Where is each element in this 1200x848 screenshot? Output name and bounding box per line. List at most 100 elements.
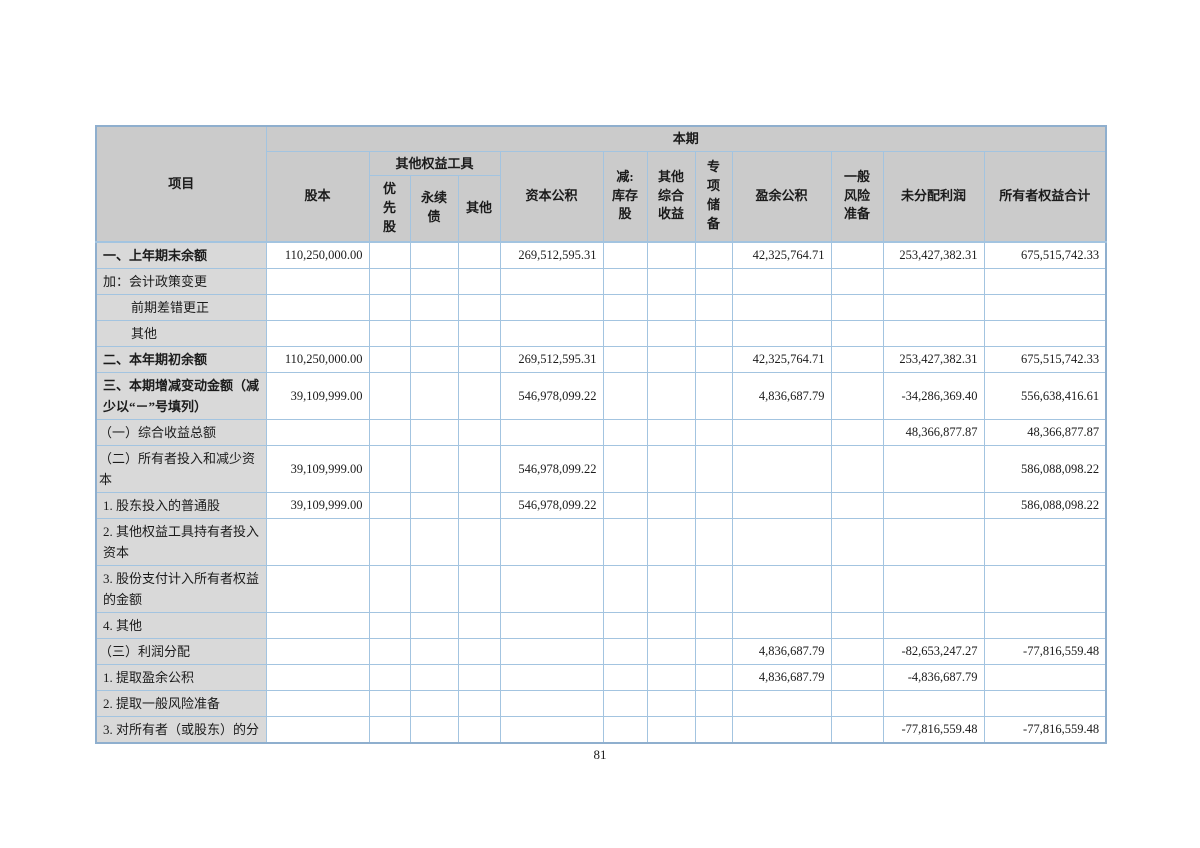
value-cell-other-equity-tool <box>457 241 501 269</box>
value-cell-other-equity-tool <box>457 663 501 691</box>
header-cell-period: 本期 <box>265 125 1107 152</box>
header-cell-perpetual-bond: 永续 债 <box>409 175 459 243</box>
value-cell-general-risk-reserve <box>830 319 884 347</box>
value-cell-other-comprehensive-income <box>646 491 696 519</box>
table-row: （二）所有者投入和减少资本 39,109,999.00 546,978,099.22… <box>95 444 1107 493</box>
value-cell-special-reserve <box>694 663 733 691</box>
row-label: 3. 股份支付计入所有者权益的金额 <box>95 564 267 613</box>
value-cell-other-comprehensive-income <box>646 611 696 639</box>
value-cell-less-treasury-stock <box>602 491 648 519</box>
value-cell-surplus-reserve <box>731 491 832 519</box>
value-cell-other-comprehensive-income <box>646 241 696 269</box>
row-label: 1. 提取盈余公积 <box>95 663 267 691</box>
table-row: 其他 <box>95 319 1107 347</box>
value-cell-share-capital <box>265 689 370 717</box>
value-cell-preferred-stock <box>368 637 411 665</box>
table-row: 1. 提取盈余公积 4,836,687.79 -4,836,687.79 <box>95 663 1107 691</box>
value-cell-share-capital <box>265 611 370 639</box>
value-cell-other-comprehensive-income <box>646 345 696 373</box>
value-cell-general-risk-reserve <box>830 345 884 373</box>
table-row: 2. 其他权益工具持有者投入资本 <box>95 517 1107 566</box>
value-cell-total-owners-equity: 675,515,742.33 <box>983 241 1107 269</box>
value-cell-other-equity-tool <box>457 267 501 295</box>
value-cell-special-reserve <box>694 564 733 613</box>
value-cell-capital-reserve: 269,512,595.31 <box>499 241 604 269</box>
value-cell-general-risk-reserve <box>830 293 884 321</box>
value-cell-capital-reserve <box>499 517 604 566</box>
row-label: 一、上年期末余额 <box>95 241 267 269</box>
value-cell-less-treasury-stock <box>602 241 648 269</box>
value-cell-perpetual-bond <box>409 371 459 420</box>
value-cell-total-owners-equity: 675,515,742.33 <box>983 345 1107 373</box>
value-cell-capital-reserve <box>499 689 604 717</box>
value-cell-less-treasury-stock <box>602 371 648 420</box>
value-cell-preferred-stock <box>368 689 411 717</box>
table-body: 一、上年期末余额 110,250,000.00 269,512,595.31 42,3… <box>95 241 1107 743</box>
value-cell-undistributed-profit <box>882 444 985 493</box>
value-cell-surplus-reserve <box>731 319 832 347</box>
value-cell-total-owners-equity: -77,816,559.48 <box>983 637 1107 665</box>
value-cell-other-equity-tool <box>457 444 501 493</box>
page-number: 81 <box>593 747 607 762</box>
value-cell-less-treasury-stock <box>602 637 648 665</box>
value-cell-special-reserve <box>694 715 733 743</box>
value-cell-capital-reserve <box>499 564 604 613</box>
value-cell-perpetual-bond <box>409 663 459 691</box>
header-row-subcols: 优 先 股 永续 债 其他 <box>96 175 1106 243</box>
value-cell-surplus-reserve: 4,836,687.79 <box>731 663 832 691</box>
table-row: 三、本期增减变动金额（减少以“－”号填列） 39,109,999.00 546,97… <box>95 371 1107 420</box>
table-row: （一）综合收益总额 48,366,877.87 48,366,877.87 <box>95 418 1107 446</box>
value-cell-share-capital <box>265 319 370 347</box>
row-label: 加：会计政策变更 <box>95 267 267 295</box>
value-cell-undistributed-profit: -77,816,559.48 <box>882 715 985 743</box>
value-cell-general-risk-reserve <box>830 637 884 665</box>
value-cell-preferred-stock <box>368 319 411 347</box>
row-label: 前期差错更正 <box>95 293 267 321</box>
value-cell-preferred-stock <box>368 371 411 420</box>
value-cell-surplus-reserve <box>731 689 832 717</box>
value-cell-undistributed-profit: -82,653,247.27 <box>882 637 985 665</box>
value-cell-other-comprehensive-income <box>646 418 696 446</box>
value-cell-other-comprehensive-income <box>646 444 696 493</box>
value-cell-less-treasury-stock <box>602 418 648 446</box>
value-cell-share-capital: 110,250,000.00 <box>265 241 370 269</box>
value-cell-capital-reserve <box>499 319 604 347</box>
value-cell-total-owners-equity: 48,366,877.87 <box>983 418 1107 446</box>
value-cell-special-reserve <box>694 491 733 519</box>
row-label: 2. 其他权益工具持有者投入资本 <box>95 517 267 566</box>
row-label: （二）所有者投入和减少资本 <box>95 444 267 493</box>
value-cell-special-reserve <box>694 689 733 717</box>
value-cell-other-equity-tool <box>457 319 501 347</box>
value-cell-share-capital <box>265 564 370 613</box>
value-cell-surplus-reserve <box>731 418 832 446</box>
value-cell-share-capital: 110,250,000.00 <box>265 345 370 373</box>
value-cell-special-reserve <box>694 418 733 446</box>
value-cell-total-owners-equity <box>983 663 1107 691</box>
value-cell-perpetual-bond <box>409 418 459 446</box>
value-cell-preferred-stock <box>368 345 411 373</box>
value-cell-other-equity-tool <box>457 637 501 665</box>
table-row: 前期差错更正 <box>95 293 1107 321</box>
value-cell-perpetual-bond <box>409 491 459 519</box>
row-label: （三）利润分配 <box>95 637 267 665</box>
value-cell-general-risk-reserve <box>830 491 884 519</box>
value-cell-undistributed-profit <box>882 293 985 321</box>
table-row: 加：会计政策变更 <box>95 267 1107 295</box>
value-cell-undistributed-profit: -34,286,369.40 <box>882 371 985 420</box>
value-cell-surplus-reserve: 4,836,687.79 <box>731 637 832 665</box>
value-cell-other-equity-tool <box>457 715 501 743</box>
row-label: 其他 <box>95 319 267 347</box>
value-cell-share-capital: 39,109,999.00 <box>265 371 370 420</box>
value-cell-surplus-reserve: 42,325,764.71 <box>731 241 832 269</box>
value-cell-share-capital: 39,109,999.00 <box>265 491 370 519</box>
value-cell-general-risk-reserve <box>830 663 884 691</box>
value-cell-general-risk-reserve <box>830 564 884 613</box>
equity-change-table: 项目 本期 股本 其他权益工具 资本公积 减: 库存 股 其他 综合 收益 专 … <box>95 125 1108 744</box>
value-cell-perpetual-bond <box>409 564 459 613</box>
value-cell-other-equity-tool <box>457 293 501 321</box>
value-cell-other-comprehensive-income <box>646 689 696 717</box>
value-cell-capital-reserve <box>499 715 604 743</box>
table-row: 一、上年期末余额 110,250,000.00 269,512,595.31 42,3… <box>95 241 1107 269</box>
value-cell-perpetual-bond <box>409 293 459 321</box>
header-cell-general-risk-reserve: 一般 风险 准备 <box>830 150 884 243</box>
